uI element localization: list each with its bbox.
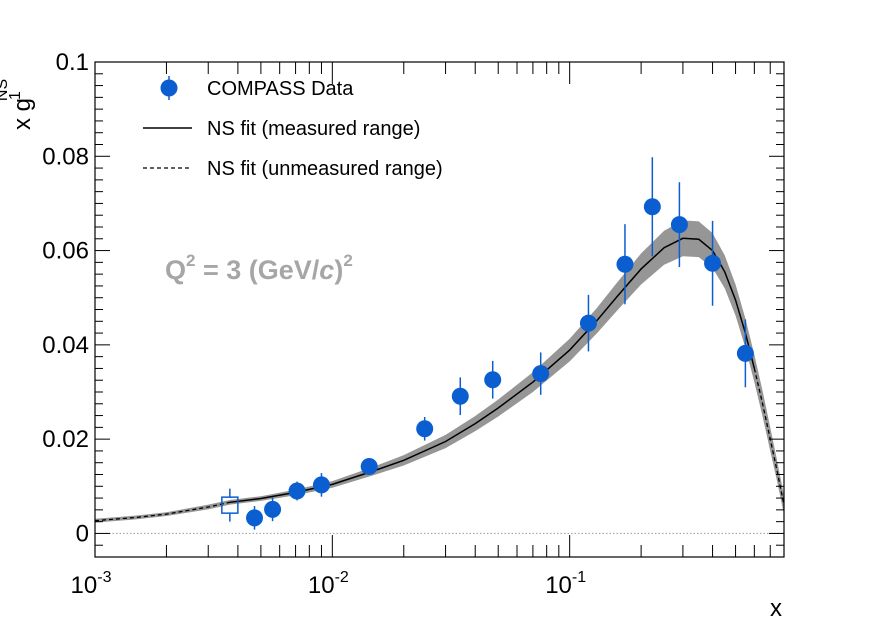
data-point-marker <box>416 420 434 438</box>
data-point-marker <box>736 344 754 362</box>
data-point <box>736 319 754 388</box>
y-tick-label: 0 <box>76 520 89 547</box>
data-point-marker <box>360 457 378 475</box>
data-point <box>360 457 378 475</box>
legend-fit-unmeasured-label: NS fit (unmeasured range) <box>207 158 443 180</box>
legend-data-label: COMPASS Data <box>207 78 354 100</box>
data-point-marker <box>484 371 502 389</box>
x-axis-title: x <box>770 595 782 622</box>
y-tick-label: 0.08 <box>42 143 89 170</box>
data-point <box>704 220 722 306</box>
x-tick-label-base: 10 <box>71 572 98 599</box>
annotation-q-sup: 2 <box>186 251 195 270</box>
y-tick-label: 0.02 <box>42 426 89 453</box>
annotation-close: ) <box>334 255 343 285</box>
y-axis-title-sub: 1 <box>7 91 24 100</box>
data-point-marker <box>704 254 722 272</box>
data-point-marker <box>288 482 306 500</box>
data-point-marker <box>616 255 634 273</box>
annotation-close-sup: 2 <box>343 251 352 270</box>
data-point-marker <box>579 314 597 332</box>
data-point-layer <box>221 157 754 530</box>
data-point-marker <box>643 198 661 216</box>
data-point-marker <box>670 216 688 234</box>
y-axis-title-main: x g <box>9 98 36 130</box>
x-tick-label: 10-1 <box>545 569 586 599</box>
uncertainty-band <box>95 220 784 523</box>
data-point <box>616 224 634 305</box>
legend-entry-data: COMPASS Data <box>160 76 354 100</box>
legend-fit-measured-label: NS fit (measured range) <box>207 118 420 140</box>
data-point-marker <box>451 387 469 405</box>
open-square-point <box>221 488 239 522</box>
y-tick-label: 0.1 <box>56 49 89 76</box>
data-point <box>246 506 264 530</box>
x-tick-label-base: 10 <box>545 572 572 599</box>
y-tick-label: 0.04 <box>42 332 89 359</box>
open-square-marker <box>221 496 239 514</box>
y-tick-label: 0.06 <box>42 238 89 265</box>
annotation-q2: Q2 = 3 (GeV/c)2 <box>165 251 353 285</box>
y-axis-title-sup: NS <box>0 79 11 101</box>
data-point <box>484 360 502 399</box>
data-point <box>416 416 434 441</box>
y-axis-title: x g1NS <box>0 79 36 130</box>
x-tick-label: 10-3 <box>71 569 112 599</box>
data-point <box>451 377 469 416</box>
data-point <box>579 294 597 352</box>
x-tick-label-exponent: -2 <box>335 569 349 586</box>
x-tick-label: 10-2 <box>308 569 349 599</box>
legend-entry-fit-measured: NS fit (measured range) <box>143 118 420 140</box>
fit-curve-unmeasured-1 <box>94 501 230 522</box>
legend-entry-fit-unmeasured: NS fit (unmeasured range) <box>143 158 443 180</box>
legend: COMPASS Data NS fit (measured range) NS … <box>143 76 443 180</box>
annotation-c: c <box>319 255 334 285</box>
data-point <box>288 481 306 501</box>
legend-data-marker <box>160 79 178 97</box>
x-tick-label-exponent: -1 <box>572 569 586 586</box>
data-point <box>643 157 661 257</box>
data-point <box>264 497 282 522</box>
data-point-marker <box>532 365 550 383</box>
annotation-q: Q <box>165 255 186 285</box>
data-point-marker <box>312 476 330 494</box>
data-point-marker <box>246 509 264 527</box>
data-point <box>312 473 330 497</box>
annotation-middle: = 3 (GeV/ <box>195 255 319 285</box>
x-tick-label-base: 10 <box>308 572 335 599</box>
x-tick-label-exponent: -3 <box>97 569 111 586</box>
uncertainty-band-layer <box>95 220 784 523</box>
data-point <box>670 182 688 268</box>
axis-layer: 00.020.040.060.080.110-3 10-2 10-1 <box>42 49 785 599</box>
data-point <box>532 352 550 395</box>
data-point-marker <box>264 500 282 518</box>
